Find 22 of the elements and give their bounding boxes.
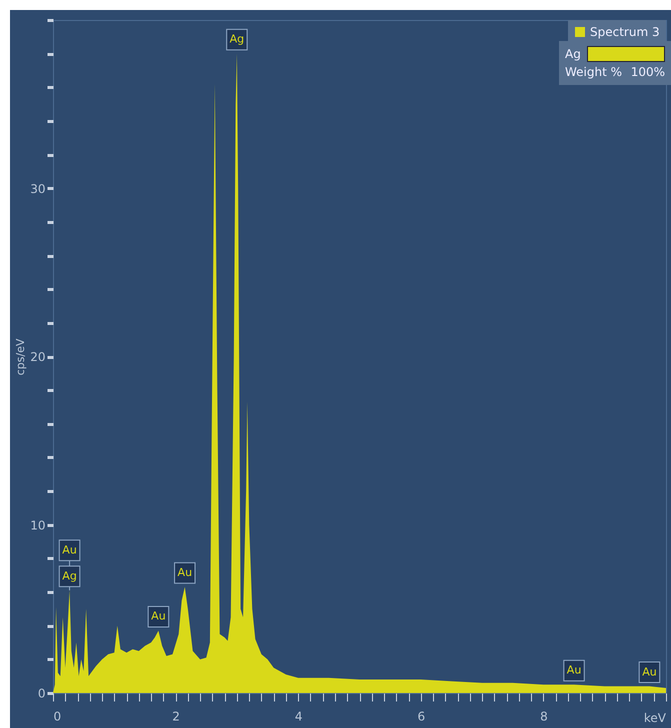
annotation: Au [566,664,582,677]
y-tick-label: 10 [30,518,46,532]
annotation: Au [62,543,77,556]
annotation: Au [178,566,192,580]
y-axis-title: cps/eV [14,338,28,376]
annotation: Weight % [565,65,622,79]
annotation: Au [642,665,657,678]
annotation: Ag [230,32,244,46]
x-tick-label: 4 [294,710,303,724]
y-tick-label: 30 [30,182,46,196]
x-tick-label: 6 [417,710,426,724]
x-tick-label: 8 [540,710,548,724]
x-tick-label: 0 [54,710,62,724]
x-tick-label: 2 [172,710,180,724]
annotation: 100% [630,65,665,79]
legend-label: Spectrum 3 [590,25,660,39]
y-tick-label: 0 [38,686,46,700]
annotation: Ag [62,569,77,582]
annotation: Au [151,610,166,623]
annotation: Ag [565,47,581,61]
y-tick-label: 20 [30,350,46,364]
x-axis-title: keV [644,711,667,725]
